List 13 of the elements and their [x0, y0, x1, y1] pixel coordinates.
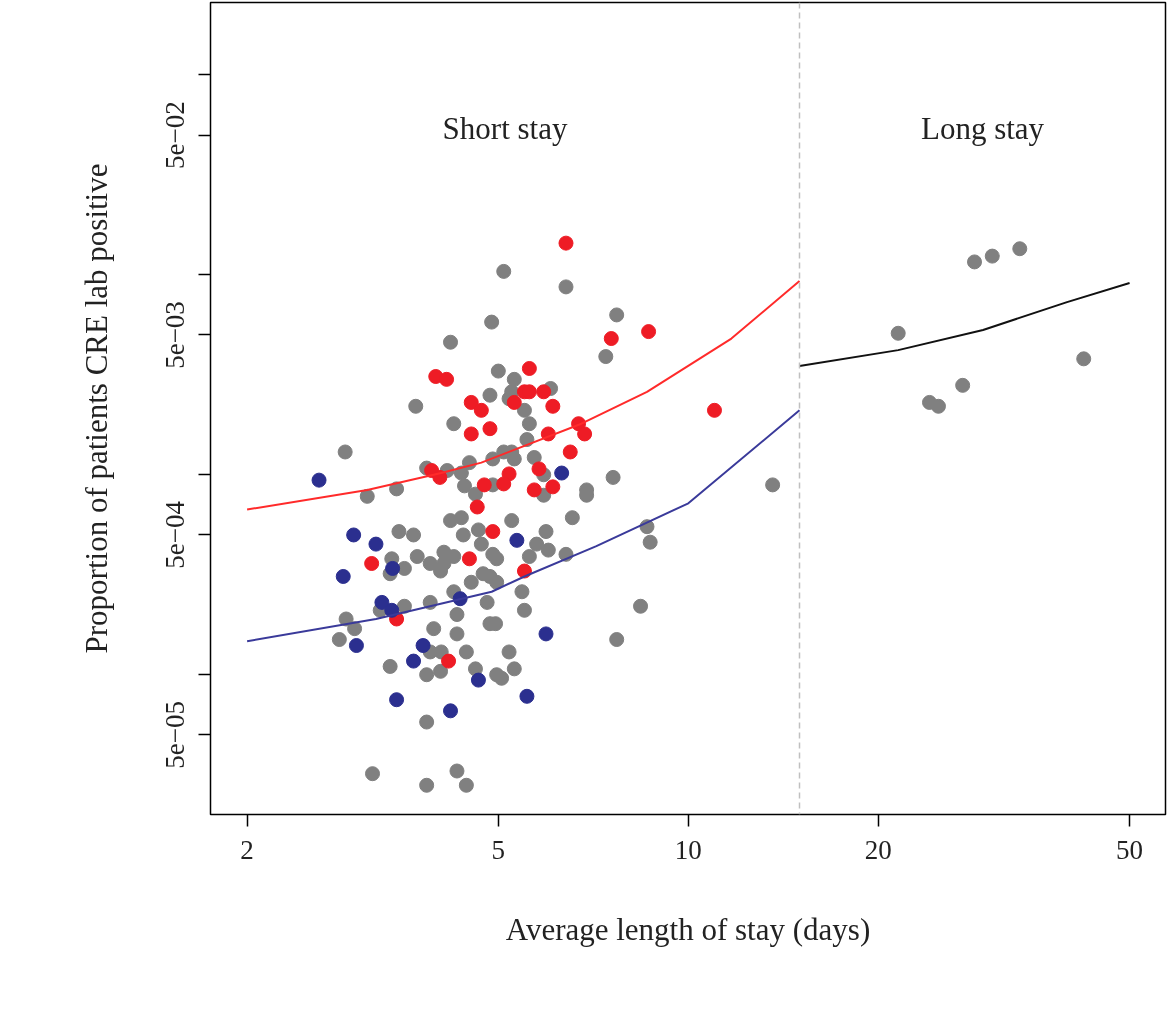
x-tick-label: 50: [1116, 834, 1144, 865]
y-tick-label: 5e−02: [160, 101, 191, 169]
x-tick-label: 10: [674, 834, 702, 865]
y-axis-title: Proportion of patients CRE lab positive: [78, 163, 114, 654]
x-axis-title: Average length of stay (days): [505, 911, 871, 947]
y-tick-label: 5e−04: [160, 500, 191, 569]
x-tick-label: 20: [864, 834, 892, 865]
x-tick-label: 2: [240, 834, 254, 865]
y-tick-label: 5e−03: [160, 301, 191, 369]
y-tick-label: 5e−05: [160, 701, 191, 769]
annotation: Short stay: [442, 110, 568, 146]
x-tick-label: 5: [491, 834, 506, 865]
annotation: Long stay: [920, 110, 1045, 146]
